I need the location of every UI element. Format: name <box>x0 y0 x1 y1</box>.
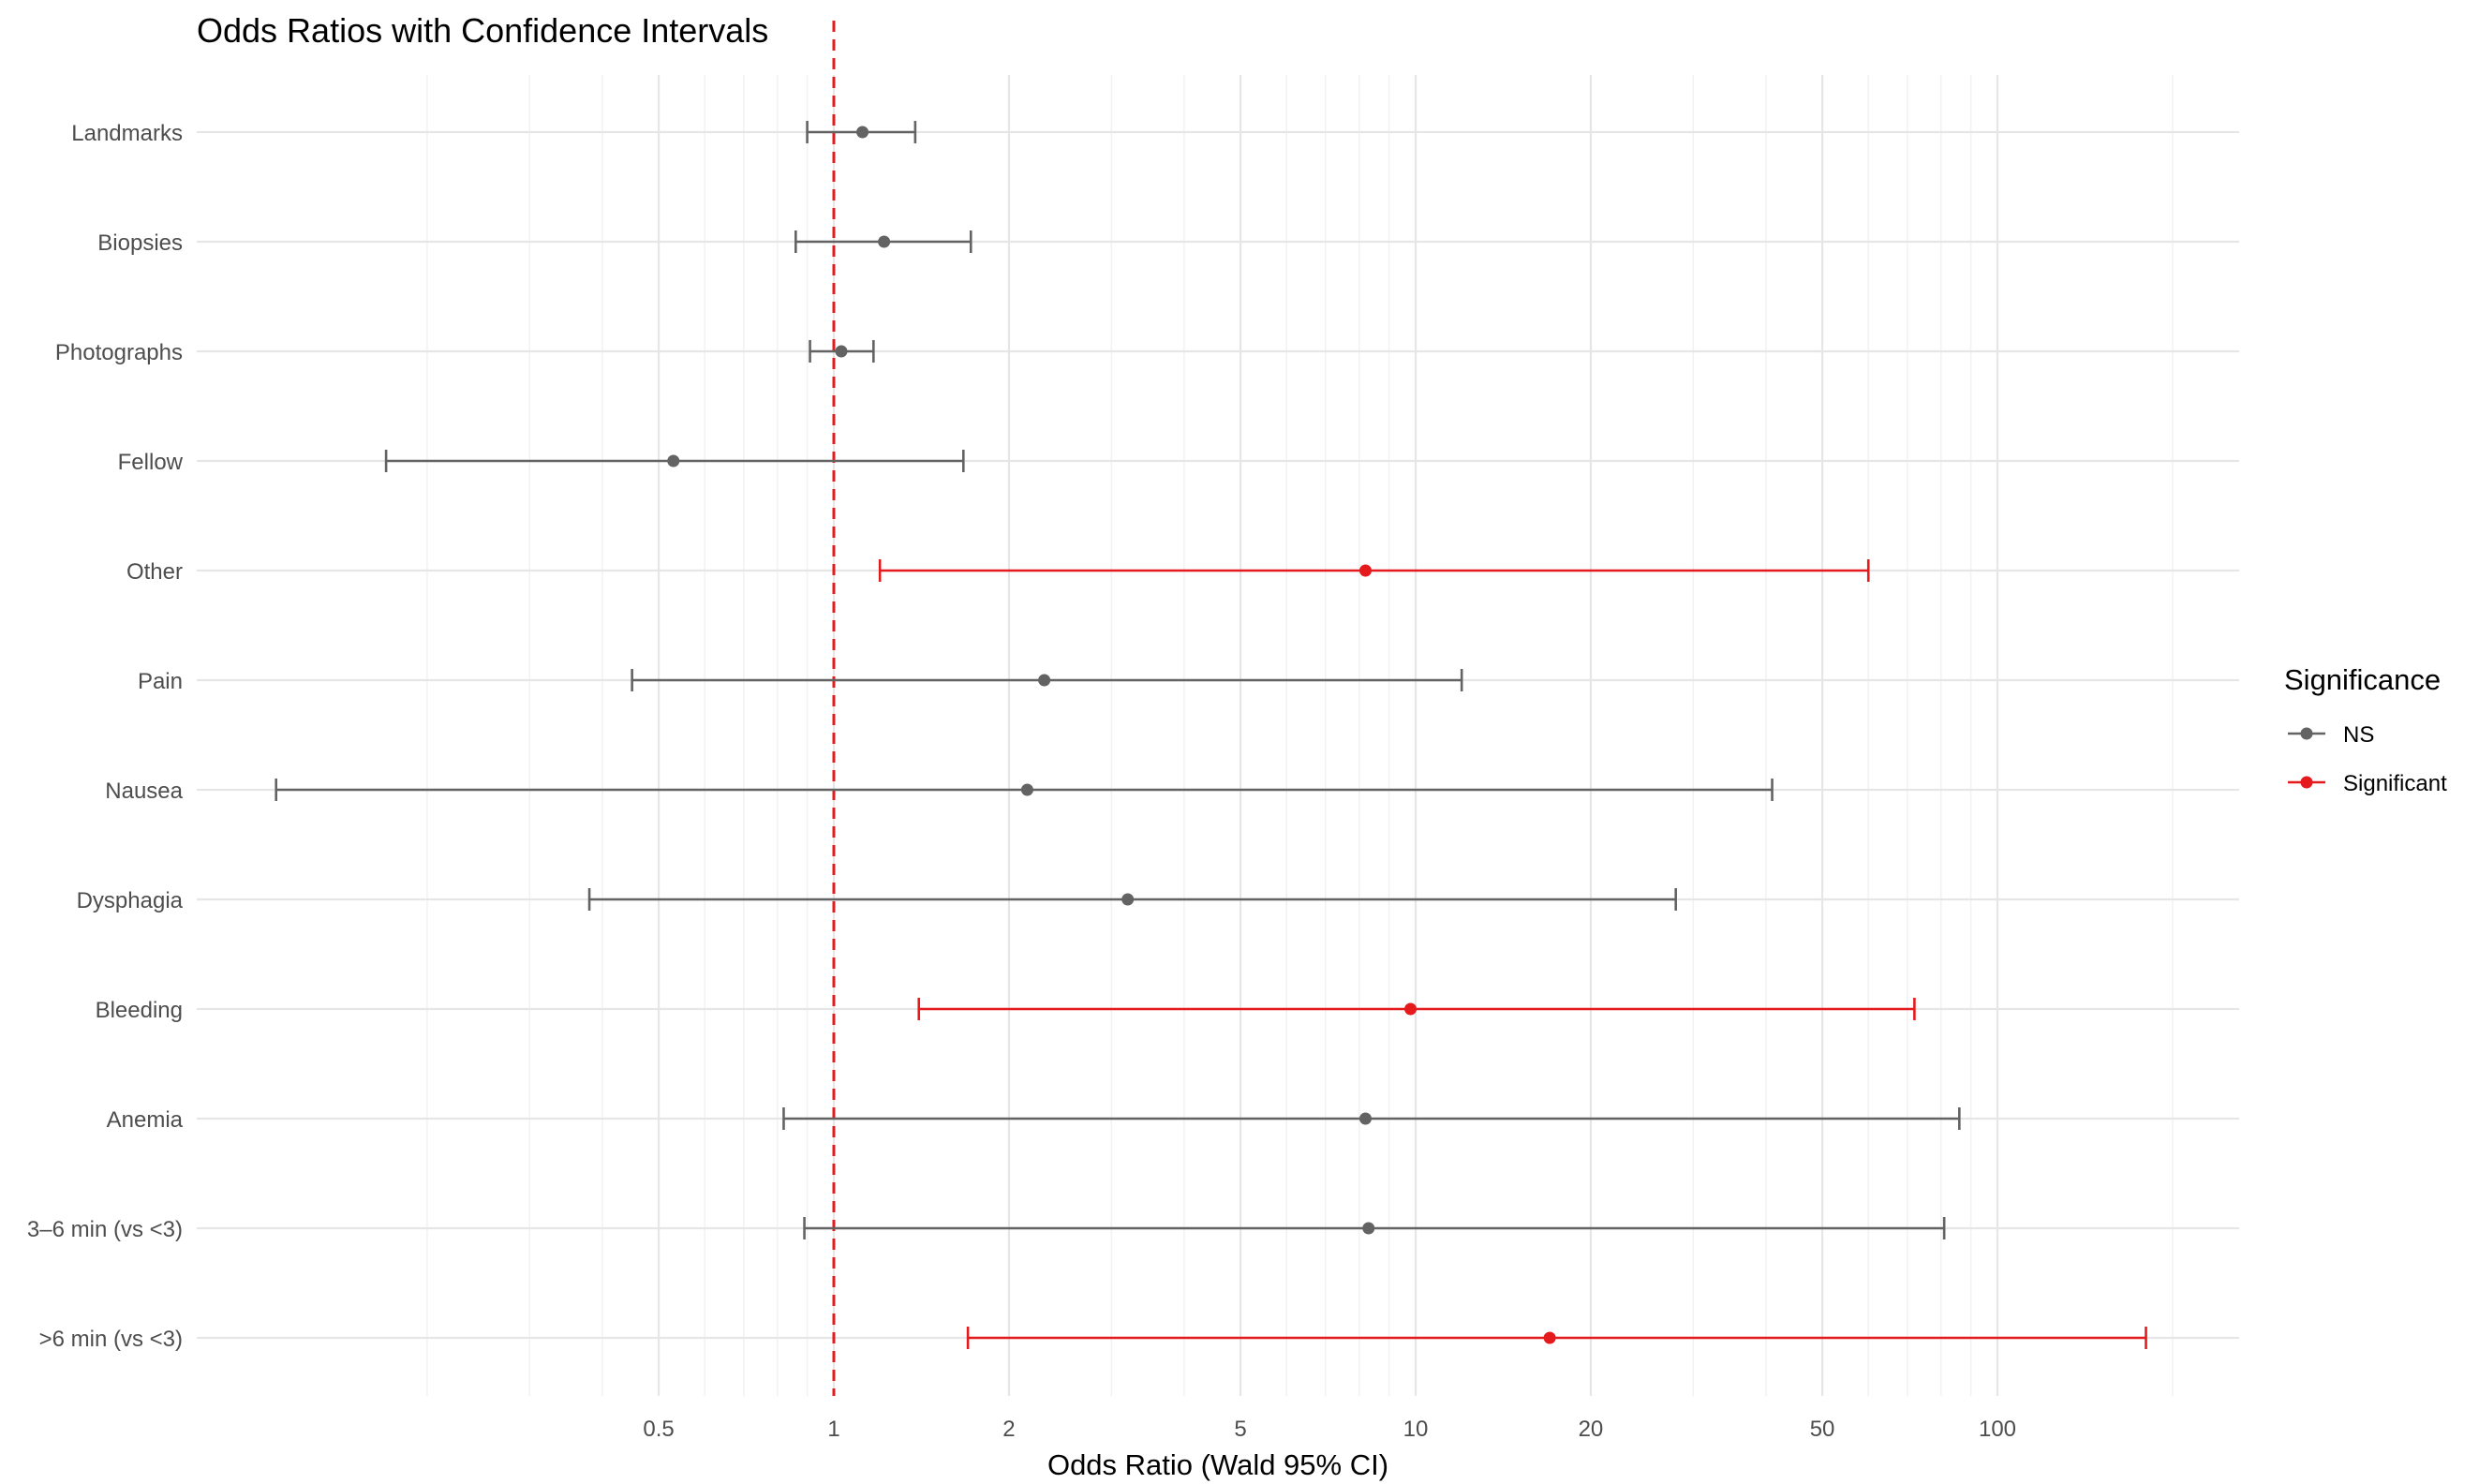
odds-ratio-point <box>1358 564 1372 577</box>
x-tick-label: 20 <box>1579 1417 1604 1442</box>
legend-items: NS Significant <box>2288 722 2447 796</box>
ci-row <box>878 559 1870 582</box>
legend-item: Significant <box>2288 771 2447 796</box>
ci-row <box>275 779 1774 801</box>
odds-ratio-point <box>1362 1222 1375 1235</box>
legend-key-point <box>2300 727 2313 740</box>
odds-ratio-point <box>667 454 680 467</box>
ci-row <box>966 1327 2147 1349</box>
y-axis-tick-labels: Landmarks Biopsies Photographs Fellow Other P… <box>27 121 184 1352</box>
legend: Significance NS Significant <box>2284 663 2447 796</box>
ci-row <box>587 888 1677 911</box>
x-tick-label: 50 <box>1810 1417 1835 1442</box>
x-tick-label: 10 <box>1403 1417 1429 1442</box>
legend-key-point <box>2300 776 2313 789</box>
ci-row <box>794 230 972 253</box>
odds-ratio-point <box>1358 1112 1372 1125</box>
y-tick-label: Fellow <box>118 450 184 475</box>
legend-item: NS <box>2288 722 2374 748</box>
y-tick-label: Photographs <box>55 340 183 365</box>
x-tick-label: 0.5 <box>643 1417 674 1442</box>
x-tick-label: 5 <box>1234 1417 1246 1442</box>
y-tick-label: >6 min (vs <3) <box>39 1327 183 1352</box>
odds-ratio-point <box>1020 783 1033 796</box>
ci-row <box>631 669 1463 691</box>
y-tick-label: Biopsies <box>97 230 183 256</box>
odds-ratio-point <box>878 235 891 248</box>
ci-row <box>806 121 917 143</box>
ci-row <box>384 450 965 472</box>
x-tick-label: 1 <box>827 1417 839 1442</box>
y-tick-label: Nausea <box>105 779 183 804</box>
y-tick-label: Landmarks <box>71 121 183 146</box>
y-tick-label: Bleeding <box>96 998 183 1023</box>
x-tick-label: 2 <box>1002 1417 1015 1442</box>
odds-ratio-point <box>835 345 848 358</box>
grid-lines <box>197 75 2239 1396</box>
y-tick-label: Pain <box>138 669 183 694</box>
odds-ratio-point <box>1543 1331 1556 1344</box>
odds-ratio-point <box>1121 893 1135 906</box>
ci-row <box>809 340 875 363</box>
odds-ratio-point <box>856 126 869 139</box>
odds-ratio-point <box>1038 674 1051 687</box>
ci-row <box>917 998 1916 1020</box>
y-tick-label: Other <box>126 559 183 585</box>
chart-title: Odds Ratios with Confidence Intervals <box>197 11 768 50</box>
legend-title: Significance <box>2284 663 2441 696</box>
x-tick-label: 100 <box>1979 1417 2016 1442</box>
y-tick-label: Anemia <box>107 1107 184 1133</box>
legend-label: Significant <box>2343 771 2447 796</box>
ci-row <box>803 1217 1946 1239</box>
legend-label: NS <box>2343 722 2374 748</box>
ci-row <box>782 1107 1961 1130</box>
odds-ratio-point <box>1404 1002 1418 1016</box>
y-tick-label: Dysphagia <box>77 888 184 913</box>
y-tick-label: 3–6 min (vs <3) <box>27 1217 183 1242</box>
estimates-layer <box>275 121 2147 1349</box>
x-axis-title: Odds Ratio (Wald 95% CI) <box>1047 1448 1388 1481</box>
x-axis-tick-labels: 0.5 1 2 5 10 20 50 100 <box>643 1417 2016 1442</box>
